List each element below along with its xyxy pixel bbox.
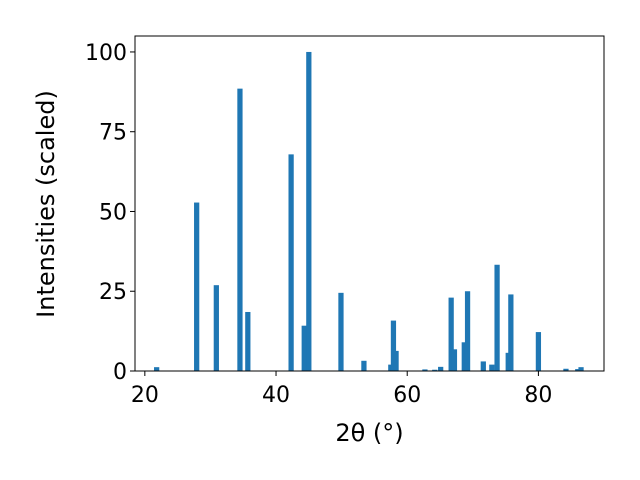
x-axis-ticks: 20 40 60 80: [131, 371, 552, 408]
y-tick-label: 25: [99, 280, 127, 305]
bar: [194, 202, 200, 371]
x-axis-label: 2θ (°): [335, 419, 403, 447]
bar: [448, 297, 454, 371]
bar: [288, 154, 294, 371]
bar: [432, 369, 438, 371]
bar: [393, 350, 399, 371]
y-axis-label: Intensities (scaled): [32, 90, 60, 318]
y-tick-label: 0: [113, 360, 127, 385]
bar: [361, 360, 367, 371]
x-tick-label: 80: [524, 383, 552, 408]
bar: [245, 311, 251, 371]
bar: [154, 367, 160, 371]
bar: [578, 367, 584, 371]
bar: [575, 369, 581, 371]
bar: [301, 325, 307, 371]
bar: [451, 349, 458, 371]
bar: [306, 51, 312, 371]
bar-series: [154, 51, 584, 372]
bar: [438, 366, 444, 371]
bar: [480, 361, 486, 371]
bar: [213, 285, 219, 371]
bar: [489, 364, 495, 371]
bar: [237, 88, 243, 372]
bar: [422, 369, 428, 371]
x-tick-label: 60: [393, 383, 421, 408]
bar: [535, 332, 542, 371]
bar: [508, 294, 514, 371]
y-tick-label: 75: [99, 121, 127, 146]
bar: [338, 292, 344, 371]
bar: [563, 368, 569, 371]
y-tick-label: 50: [99, 200, 127, 225]
bar: [461, 342, 467, 371]
bar: [494, 264, 500, 371]
x-tick-label: 20: [131, 383, 159, 408]
bar: [464, 291, 471, 371]
y-tick-label: 100: [85, 41, 127, 66]
y-axis-ticks: 0 25 50 75 100: [85, 41, 135, 385]
bar: [390, 320, 397, 371]
plot-frame: [134, 35, 605, 372]
x-tick-label: 40: [262, 383, 290, 408]
